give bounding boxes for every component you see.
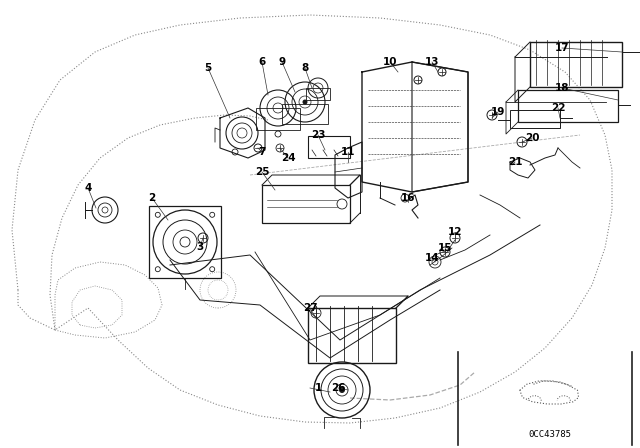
Bar: [306, 88, 330, 100]
Text: 20: 20: [525, 133, 540, 143]
Text: 12: 12: [448, 227, 462, 237]
Text: 23: 23: [311, 130, 325, 140]
Text: 2: 2: [148, 193, 156, 203]
Text: 15: 15: [438, 243, 452, 253]
Text: 26: 26: [331, 383, 345, 393]
Bar: [518, 90, 618, 122]
Text: 27: 27: [303, 303, 317, 313]
Text: 22: 22: [551, 103, 565, 113]
Text: 21: 21: [508, 157, 522, 167]
Circle shape: [303, 99, 307, 104]
Text: 16: 16: [401, 193, 415, 203]
Text: 1: 1: [314, 383, 322, 393]
Text: 11: 11: [340, 147, 355, 157]
Text: 6: 6: [259, 57, 266, 67]
Bar: [308, 308, 396, 363]
Text: 19: 19: [491, 107, 505, 117]
Text: 18: 18: [555, 83, 569, 93]
Text: 5: 5: [204, 63, 212, 73]
Bar: [308, 136, 350, 158]
Text: 24: 24: [281, 153, 295, 163]
Bar: [510, 110, 560, 128]
Text: 10: 10: [383, 57, 397, 67]
Bar: [149, 206, 221, 278]
Bar: [282, 104, 328, 124]
Text: 4: 4: [84, 183, 92, 193]
Text: 25: 25: [255, 167, 269, 177]
Bar: [262, 185, 350, 223]
Bar: [530, 42, 622, 87]
Text: 9: 9: [278, 57, 285, 67]
Text: 13: 13: [425, 57, 439, 67]
Text: 8: 8: [301, 63, 308, 73]
Bar: [256, 108, 300, 130]
Text: 17: 17: [555, 43, 570, 53]
Text: 14: 14: [425, 253, 439, 263]
Text: 3: 3: [196, 242, 204, 252]
Text: 0CC43785: 0CC43785: [529, 430, 572, 439]
Circle shape: [339, 387, 345, 393]
Text: 7: 7: [259, 147, 266, 157]
